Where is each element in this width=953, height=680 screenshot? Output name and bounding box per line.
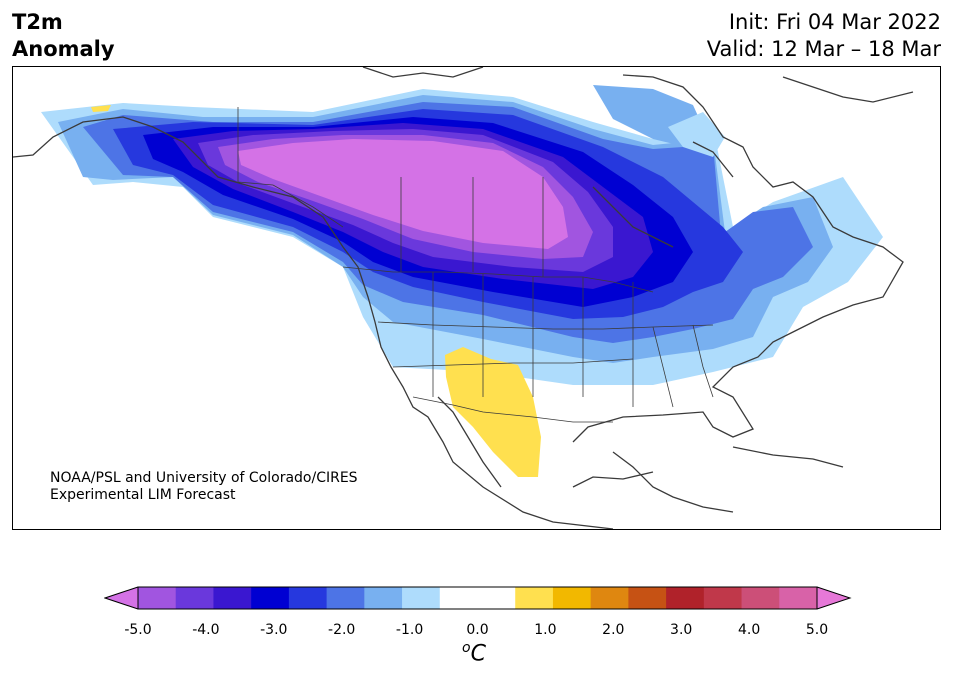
coastlines: [13, 67, 914, 529]
map-canvas: [13, 67, 914, 529]
unit-degree: o: [462, 640, 471, 656]
colorbar-swatch: [439, 587, 478, 609]
colorbar-swatch: [779, 587, 818, 609]
colorbar-swatch: [515, 587, 554, 609]
colorbar-swatch: [666, 587, 705, 609]
colorbar: [104, 586, 852, 610]
colorbar-swatch: [175, 587, 214, 609]
colorbar-swatch: [138, 587, 177, 609]
colorbar-arrow-outline: [104, 586, 852, 610]
anomaly-band-pos-0.5-alaska: [91, 105, 111, 112]
init-date: Init: Fri 04 Mar 2022: [728, 10, 941, 34]
colorbar-swatch: [402, 587, 441, 609]
map-title: T2m Anomaly: [12, 9, 115, 63]
colorbar-tick-label: -5.0: [124, 622, 152, 638]
borders: [237, 107, 714, 423]
valid-period: Valid: 12 Mar – 18 Mar: [706, 37, 941, 61]
colorbar-swatch: [628, 587, 667, 609]
anomaly-map: NOAA/PSL and University of Colorado/CIRE…: [12, 66, 941, 530]
title-line-1: T2m: [12, 10, 63, 34]
warm-anomaly-shading: [91, 105, 541, 477]
anomaly-band-neg-0.5-arctic: [668, 112, 725, 157]
colorbar-tick-label: 1.0: [534, 622, 557, 638]
cold-anomaly-shading: [41, 85, 883, 385]
unit-celsius: C: [470, 641, 486, 667]
anomaly-band-pos-0.5: [445, 347, 541, 477]
colorbar-swatch: [213, 587, 252, 609]
colorbar-swatch: [326, 587, 365, 609]
colorbar-arrow-low: [105, 587, 138, 609]
colorbar-tick-label: 4.0: [737, 622, 761, 638]
colorbar-tick-label: 0.0: [466, 622, 489, 638]
colorbar-swatch: [288, 587, 328, 609]
colorbar-swatch: [703, 587, 743, 609]
colorbar-tick-label: 2.0: [602, 622, 625, 638]
colorbar-tick-label: 5.0: [805, 622, 829, 638]
colorbar-tick-label: -4.0: [192, 622, 220, 638]
forecast-dates: Init: Fri 04 Mar 2022 Valid: 12 Mar – 18…: [707, 9, 941, 63]
colorbar-tick-label: -3.0: [260, 622, 288, 638]
colorbar-tick-label: 3.0: [670, 622, 693, 638]
colorbar-swatch: [741, 587, 780, 609]
anomaly-band-neg-4.5: [238, 139, 568, 249]
colorbar-swatch: [251, 587, 290, 609]
title-line-2: Anomaly: [12, 37, 115, 61]
colorbar-swatch: [552, 587, 592, 609]
colorbar-tick-label: -1.0: [395, 622, 424, 638]
colorbar-swatch: [477, 587, 516, 609]
colorbar-border: [137, 586, 818, 610]
credit-text: NOAA/PSL and University of Colorado/CIRE…: [50, 470, 358, 504]
credit-line-2: Experimental LIM Forecast: [50, 487, 236, 503]
credit-line-1: NOAA/PSL and University of Colorado/CIRE…: [50, 470, 358, 486]
colorbar-unit: oC: [462, 640, 486, 666]
colorbar-tick-label: -2.0: [328, 622, 356, 638]
colorbar-swatch: [364, 587, 403, 609]
colorbar-swatch: [590, 587, 629, 609]
colorbar-swatches: [105, 587, 850, 609]
colorbar-arrow-high: [817, 587, 850, 609]
